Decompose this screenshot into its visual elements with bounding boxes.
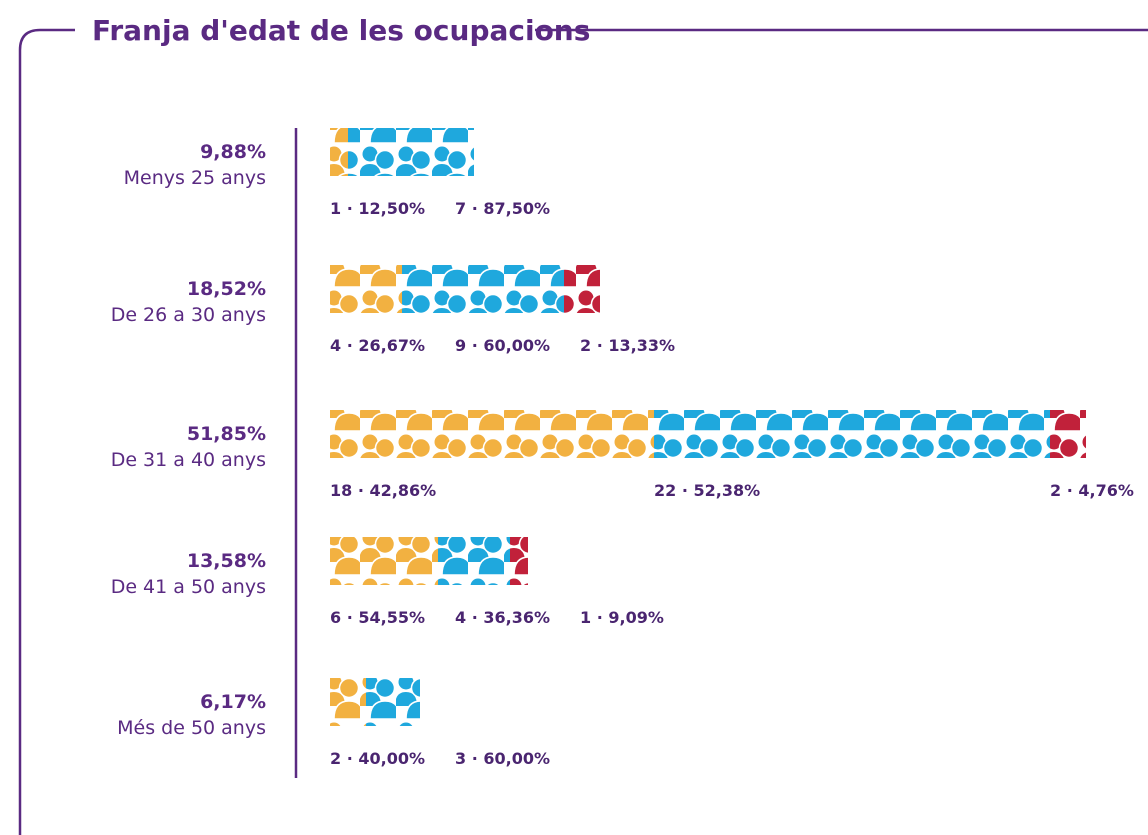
row-label: De 41 a 50 anys (111, 576, 266, 598)
icon-group (330, 410, 654, 458)
group-label: 7 · 87,50% (455, 199, 550, 218)
group-label: 4 · 36,36% (455, 608, 550, 627)
row-percent: 9,88% (200, 141, 266, 163)
icon-group (330, 678, 366, 726)
group-label: 3 · 60,00% (455, 749, 550, 768)
icon-group (1050, 410, 1086, 458)
icon-group (510, 537, 528, 585)
icon-group (654, 410, 1050, 458)
group-label: 4 · 26,67% (330, 336, 425, 355)
icon-group (330, 128, 348, 176)
icon-group (348, 128, 474, 176)
row-label: De 31 a 40 anys (111, 449, 266, 471)
group-label: 9 · 60,00% (455, 336, 550, 355)
row-percent: 13,58% (187, 550, 266, 572)
group-label: 6 · 54,55% (330, 608, 425, 627)
group-label: 18 · 42,86% (330, 481, 436, 500)
icon-group (330, 265, 402, 313)
icon-group (438, 537, 510, 585)
group-label: 2 · 4,76% (1050, 481, 1134, 500)
icon-group (402, 265, 564, 313)
icon-group (330, 537, 438, 585)
row-percent: 6,17% (200, 691, 266, 713)
frame (18, 28, 75, 835)
row-label: Més de 50 anys (117, 717, 266, 739)
group-label: 1 · 12,50% (330, 199, 425, 218)
row-percent: 18,52% (187, 278, 266, 300)
row-label: De 26 a 30 anys (111, 304, 266, 326)
group-label: 22 · 52,38% (654, 481, 760, 500)
row-percent: 51,85% (187, 423, 266, 445)
group-label: 1 · 9,09% (580, 608, 664, 627)
icon-group (564, 265, 600, 313)
title: Franja d'edat de les ocupacions (92, 14, 590, 47)
icon-group (366, 678, 420, 726)
group-label: 2 · 40,00% (330, 749, 425, 768)
row-label: Menys 25 anys (124, 167, 266, 189)
group-label: 2 · 13,33% (580, 336, 675, 355)
